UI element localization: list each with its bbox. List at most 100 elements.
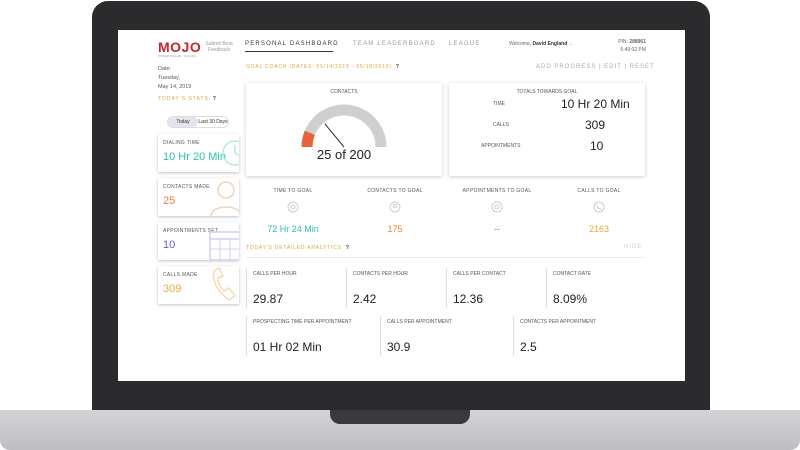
stat-label: CONTACTS MADE: [163, 184, 210, 190]
gauge-needle: [324, 123, 345, 148]
metric-calls-per-appointment: CALLS PER APPOINTMENT 30.9: [380, 316, 513, 356]
logo-tagline: POWER DIALER · CALLING: [158, 54, 197, 58]
range-toggle: Today Last 30 Days: [167, 116, 229, 128]
metric-value: 01 Hr 02 Min: [253, 340, 322, 354]
welcome-user[interactable]: Welcome, David England ⌄: [509, 41, 573, 47]
clock-icon: [222, 140, 239, 166]
date-block: Date: Tuesday, May 14, 2019: [158, 65, 191, 92]
metric-value: 2.42: [353, 292, 377, 306]
contacts-gauge: [301, 104, 387, 148]
phone-icon: [212, 266, 237, 301]
stat-value: 309: [163, 283, 182, 295]
welcome-prefix: Welcome,: [509, 41, 532, 47]
contacts-gauge-title: CONTACTS: [330, 89, 358, 95]
goal-time: TIME TO GOAL 72 Hr 24 Min: [248, 188, 338, 234]
stat-label: APPOINTMENTS SET: [163, 228, 219, 234]
goal-coach-actions[interactable]: ADD PROGRESS | EDIT | RESET: [536, 64, 655, 70]
phone-circle-icon: [593, 201, 605, 213]
metric-value: 2.5: [520, 340, 537, 354]
goal-value: 2163: [588, 224, 610, 234]
metric-prospecting-time-per-appointment: PROSPECTING TIME PER APPOINTMENT 01 Hr 0…: [246, 316, 379, 356]
laptop-notch: [330, 410, 470, 424]
totals-label: TIME: [493, 101, 505, 107]
metric-calls-per-contact: CALLS PER CONTACT 12.36: [446, 268, 546, 308]
goal-calls: CALLS TO GOAL 2163: [554, 188, 644, 234]
calendar-icon: [209, 231, 239, 260]
target-icon: [287, 201, 299, 213]
stat-value: 25: [163, 195, 176, 207]
metric-calls-per-hour: CALLS PER HOUR 29.87: [246, 268, 346, 308]
person-icon: [210, 181, 239, 216]
help-icon[interactable]: ?: [345, 245, 350, 251]
contacts-gauge-value: 25 of 200: [316, 147, 372, 162]
totals-title: TOTALS TOWARDS GOAL: [516, 89, 578, 95]
goal-value: 175: [387, 224, 403, 234]
stat-card-dialing-time: DIALING TIME 10 Hr 20 Min: [158, 134, 239, 172]
target-icon: [491, 201, 503, 213]
date-value: May 14, 2019: [158, 84, 192, 90]
goal-value: --: [494, 224, 500, 234]
gauge-fill: [301, 130, 315, 148]
tab-personal-dashboard[interactable]: PERSONAL DASHBOARD: [245, 41, 339, 47]
person-circle-icon: [389, 201, 401, 213]
date-label: Date:: [158, 66, 172, 72]
totals-label: APPOINTMENTS: [481, 143, 521, 149]
metric-label: CONTACTS PER APPOINTMENT: [520, 319, 597, 325]
analytics-title: TODAY'S DETAILED ANALYTICS: [246, 245, 342, 251]
metric-value: 12.36: [453, 292, 484, 306]
tab-league[interactable]: LEAGUE: [449, 41, 481, 47]
date-weekday: Tuesday,: [158, 75, 181, 81]
logo[interactable]: MOJO: [158, 39, 202, 55]
pin-value: 288961: [629, 39, 646, 45]
contacts-gauge-card: CONTACTS 25 of 200: [246, 83, 442, 176]
goal-label: APPOINTMENTS TO GOAL: [462, 188, 532, 194]
hide-analytics-button[interactable]: HIDE: [624, 244, 643, 250]
active-tab-underline: [245, 51, 333, 52]
totals-label: CALLS: [493, 122, 509, 128]
clock-time: 6:49:02 PM: [620, 47, 646, 53]
submit-feedback-link[interactable]: Submit Beta Feedback: [205, 41, 233, 53]
help-icon[interactable]: ?: [395, 64, 400, 70]
goal-label: CALLS TO GOAL: [577, 188, 621, 194]
analytics-header: TODAY'S DETAILED ANALYTICS?: [246, 245, 350, 251]
help-icon[interactable]: ?: [212, 96, 217, 102]
metric-contacts-per-appointment: CONTACTS PER APPOINTMENT 2.5: [513, 316, 646, 356]
todays-stats-header: TODAY'S STATS?: [158, 96, 217, 102]
stat-label: CALLS MADE: [163, 272, 198, 278]
metric-contact-rate: CONTACT RATE 8.09%: [546, 268, 646, 308]
goal-appointments: APPOINTMENTS TO GOAL --: [452, 188, 542, 234]
stat-value: 10: [163, 239, 176, 251]
totals-card: TOTALS TOWARDS GOAL TIME 10 Hr 20 Min CA…: [449, 83, 645, 176]
metric-label: CALLS PER CONTACT: [453, 271, 506, 277]
metric-value: 29.87: [253, 292, 284, 306]
goal-coach-title: GOAL COACH (DATES: 05/14/2019 - 05/18/20…: [246, 64, 392, 70]
goal-coach-header: GOAL COACH (DATES: 05/14/2019 - 05/18/20…: [246, 64, 400, 70]
metric-value: 30.9: [387, 340, 411, 354]
pin-clock: PIN: 288961 6:49:02 PM: [614, 38, 646, 54]
app-screen: MOJO POWER DIALER · CALLING Submit Beta …: [118, 30, 685, 381]
metric-label: CONTACT RATE: [553, 271, 592, 277]
analytics-divider: [246, 257, 646, 258]
stat-card-calls-made: CALLS MADE 309: [158, 266, 239, 304]
totals-value: 10 Hr 20 Min: [561, 97, 630, 111]
goal-value: 72 Hr 24 Min: [267, 224, 319, 234]
goal-contacts: CONTACTS TO GOAL 175: [350, 188, 440, 234]
range-30-days-button[interactable]: Last 30 Days: [198, 119, 228, 125]
chevron-down-icon: ⌄: [568, 41, 573, 47]
stat-card-contacts-made: CONTACTS MADE 25: [158, 178, 239, 216]
metric-label: CALLS PER APPOINTMENT: [387, 319, 452, 325]
todays-stats-title: TODAY'S STATS: [158, 96, 209, 102]
user-name: David England: [532, 41, 568, 47]
stat-value: 10 Hr 20 Min: [163, 151, 226, 163]
goal-label: TIME TO GOAL: [273, 188, 313, 194]
totals-value: 10: [590, 139, 604, 153]
stat-label: DIALING TIME: [163, 140, 200, 146]
tab-team-leaderboard[interactable]: TEAM LEADERBOARD: [353, 41, 436, 47]
totals-value: 309: [585, 118, 606, 132]
metric-label: CALLS PER HOUR: [253, 271, 297, 277]
stat-card-appointments-set: APPOINTMENTS SET 10: [158, 222, 239, 260]
goal-label: CONTACTS TO GOAL: [367, 188, 423, 194]
range-today-button[interactable]: Today: [168, 117, 198, 127]
metric-value: 8.09%: [553, 292, 588, 306]
metric-label: PROSPECTING TIME PER APPOINTMENT: [253, 319, 352, 325]
